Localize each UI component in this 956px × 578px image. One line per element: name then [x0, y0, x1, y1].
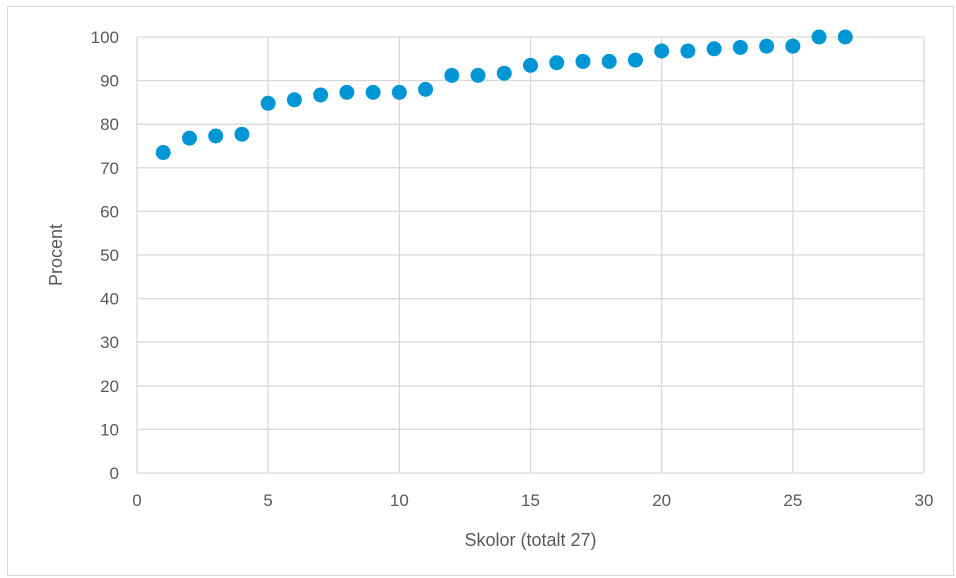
data-point	[575, 53, 591, 69]
data-points	[155, 29, 853, 161]
data-point	[601, 53, 617, 69]
data-point	[234, 126, 250, 142]
data-point	[811, 29, 827, 45]
data-point	[627, 52, 643, 68]
data-point	[339, 84, 355, 100]
data-point	[208, 128, 224, 144]
data-point	[680, 43, 696, 59]
data-point	[260, 95, 276, 111]
data-point	[837, 29, 853, 45]
y-tick-label: 10	[100, 420, 119, 439]
x-axis-title: Skolor (totalt 27)	[464, 530, 596, 550]
data-point	[496, 65, 512, 81]
y-tick-label: 80	[100, 115, 119, 134]
y-tick-label: 50	[100, 246, 119, 265]
x-tick-label: 30	[915, 491, 934, 510]
y-tick-label: 30	[100, 333, 119, 352]
x-tick-label: 15	[521, 491, 540, 510]
data-point	[549, 55, 565, 71]
data-point	[759, 38, 775, 54]
data-point	[470, 67, 486, 83]
data-point	[365, 84, 381, 100]
data-point	[444, 67, 460, 83]
data-point	[155, 145, 171, 161]
data-point	[418, 81, 434, 97]
data-point	[654, 43, 670, 59]
y-tick-label: 40	[100, 290, 119, 309]
chart-frame	[7, 6, 954, 576]
y-axis-title: Procent	[46, 224, 66, 286]
data-point	[785, 38, 801, 54]
x-tick-label: 20	[652, 491, 671, 510]
y-tick-label: 70	[100, 159, 119, 178]
data-point	[313, 87, 329, 103]
y-tick-label: 60	[100, 202, 119, 221]
data-point	[286, 92, 302, 108]
x-tick-label: 10	[390, 491, 409, 510]
data-point	[181, 130, 197, 146]
grid-lines	[136, 36, 925, 474]
y-tick-label: 20	[100, 377, 119, 396]
data-point	[523, 57, 538, 73]
y-tick-label: 0	[110, 464, 119, 483]
x-tick-label: 5	[263, 491, 272, 510]
y-axis-ticks: 0 10 20 30 40 50 60 70 80 90 100	[91, 28, 119, 483]
data-point	[706, 41, 722, 57]
data-point	[732, 39, 748, 55]
x-tick-label: 0	[132, 491, 141, 510]
x-axis-ticks: 0 5 10 15 20 25 30	[132, 491, 933, 510]
y-tick-label: 100	[91, 28, 119, 47]
y-tick-label: 90	[100, 72, 119, 91]
x-tick-label: 25	[783, 491, 802, 510]
data-point	[391, 84, 407, 100]
